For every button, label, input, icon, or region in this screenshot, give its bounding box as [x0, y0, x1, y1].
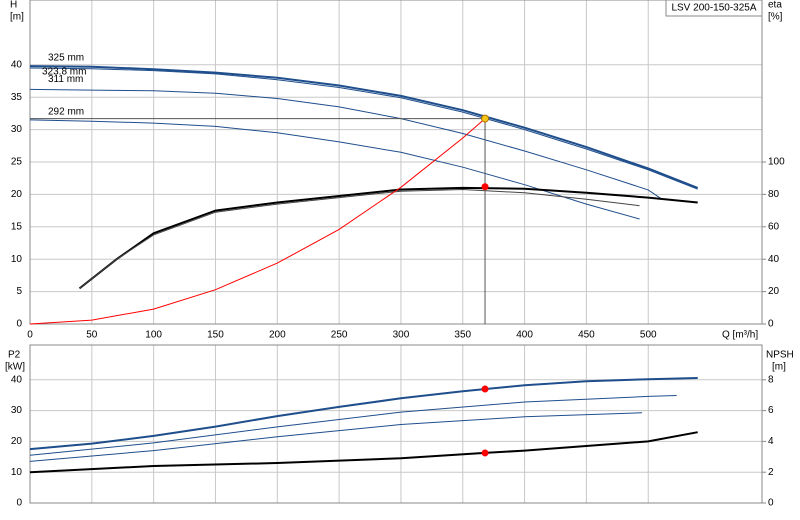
curve-label: 292 mm: [48, 107, 84, 118]
x-tick-label: 250: [331, 330, 348, 341]
x-tick-label: 150: [207, 330, 224, 341]
y-tick-label: 5: [16, 286, 22, 297]
y2-tick-label: 80: [768, 189, 780, 200]
y-unit: [m]: [10, 12, 24, 23]
curve: [78, 186, 698, 290]
curve-label: 325 mm: [48, 53, 84, 64]
y-tick-label: 20: [11, 436, 23, 447]
curve: [29, 377, 698, 451]
y-tick-label: 0: [16, 319, 22, 330]
x-tick-label: 300: [393, 330, 410, 341]
y-unit: [kW]: [5, 362, 25, 373]
curve: [79, 188, 640, 289]
y2-unit: [m]: [772, 362, 786, 373]
y2-label: NPSH: [766, 350, 794, 361]
curve: [29, 88, 661, 199]
y-tick-label: 15: [11, 221, 23, 232]
y-tick-label: 10: [11, 467, 23, 478]
curve: [29, 118, 486, 325]
title-box: [665, 0, 763, 17]
point: [481, 385, 489, 393]
y2-tick-label: 8: [768, 374, 774, 385]
x-tick-label: 200: [269, 330, 286, 341]
y2-tick-label: 0: [768, 498, 774, 509]
point: [481, 114, 490, 123]
y2-tick-label: 60: [768, 221, 780, 232]
curve: [29, 119, 640, 220]
x-tick-label: 450: [578, 330, 595, 341]
curve: [29, 395, 677, 456]
curve: [29, 412, 643, 462]
x-tick-label: 500: [640, 330, 657, 341]
y-tick-label: 30: [11, 405, 23, 416]
y2-unit: [%]: [768, 12, 783, 23]
x-label: Q [m³/h]: [722, 330, 758, 341]
y-tick-label: 30: [11, 124, 23, 135]
y-label: P2: [8, 350, 21, 361]
y-tick-label: 40: [11, 59, 23, 70]
y2-tick-label: 20: [768, 286, 780, 297]
y-tick-label: 25: [11, 157, 23, 168]
point: [481, 183, 489, 191]
curve: [29, 67, 698, 190]
y2-label: eta: [768, 0, 782, 11]
y-tick-label: 35: [11, 92, 23, 103]
y2-tick-label: 0: [768, 319, 774, 330]
curve-label: 311 mm: [48, 74, 83, 85]
curve-label: 323.8 mm: [42, 67, 86, 78]
y2-tick-label: 6: [768, 405, 774, 416]
point: [481, 449, 489, 457]
y2-tick-label: 40: [768, 254, 780, 265]
title: LSV 200-150-325A: [671, 3, 756, 14]
x-tick-label: 400: [516, 330, 533, 341]
x-tick-label: 100: [145, 330, 162, 341]
curve: [29, 431, 698, 474]
y2-tick-label: 4: [768, 436, 774, 447]
bottom-frame: [29, 344, 763, 504]
x-tick-label: 350: [454, 330, 471, 341]
y-tick-label: 20: [11, 189, 23, 200]
y-tick-label: 0: [16, 498, 22, 509]
y-label: H: [10, 0, 17, 11]
x-tick-label: 50: [86, 330, 98, 341]
y-tick-label: 40: [11, 374, 23, 385]
curve: [29, 65, 699, 189]
y2-tick-label: 2: [768, 467, 774, 478]
y-tick-label: 10: [11, 254, 23, 265]
x-tick-label: 0: [27, 330, 33, 341]
y2-tick-label: 100: [768, 157, 785, 168]
